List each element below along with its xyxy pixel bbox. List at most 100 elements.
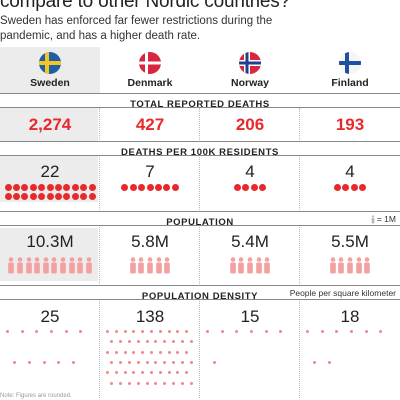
person-icon	[371, 215, 375, 224]
density-dot	[180, 361, 184, 364]
per100k-denmark: 7	[145, 162, 155, 181]
density-dot	[189, 361, 193, 364]
density-dot	[163, 361, 167, 364]
person-icon	[229, 257, 237, 274]
density-dot	[136, 381, 140, 385]
density-dot	[42, 361, 46, 364]
death-dot	[80, 184, 88, 191]
death-dot	[21, 184, 29, 191]
density-dot	[163, 340, 167, 344]
density-dot	[213, 361, 217, 364]
section-title: POPULATION DENSITY	[141, 291, 259, 302]
death-dot	[80, 193, 88, 200]
death-dot	[54, 184, 62, 191]
death-dot	[333, 184, 341, 191]
density-dot	[189, 381, 193, 385]
death-dot	[63, 193, 71, 200]
section-title: DEATHS PER 100K RESIDENTS	[121, 147, 279, 158]
density-dot	[335, 330, 339, 333]
density-dot	[132, 330, 136, 333]
density-norway: 15	[240, 307, 260, 326]
density-dot	[145, 340, 149, 344]
death-dot	[71, 184, 79, 191]
death-dot	[250, 184, 258, 191]
density-note: People per square kilometer	[289, 288, 396, 298]
death-dot	[46, 184, 54, 191]
density-dot	[110, 361, 114, 364]
density-dot	[379, 330, 383, 333]
density-dot	[145, 361, 149, 364]
country-name-sweden: Sweden	[30, 77, 70, 89]
density-dot	[114, 371, 118, 375]
person-icon	[16, 257, 24, 274]
per100k-finland: 4	[345, 162, 355, 181]
density-dot	[136, 340, 140, 344]
column-separator	[199, 108, 200, 398]
density-dot	[50, 330, 53, 333]
population-legend: = 1M	[371, 213, 396, 225]
deaths-sweden: 2,274	[28, 115, 72, 134]
density-dot	[128, 361, 131, 364]
death-dot	[242, 184, 250, 191]
finland-flag-icon	[339, 52, 361, 74]
density-denmark: 138	[135, 307, 165, 326]
density-dot	[176, 330, 180, 333]
person-icon	[33, 257, 41, 274]
death-dot	[21, 193, 29, 200]
country-name-norway: Norway	[231, 77, 269, 89]
deaths-denmark: 427	[135, 115, 165, 134]
density-dot	[350, 330, 353, 333]
density-dot	[119, 381, 123, 385]
density-dot	[154, 340, 158, 344]
density-dot	[79, 330, 83, 333]
death-dot	[4, 193, 12, 200]
person-icon	[137, 257, 145, 274]
person-icon	[85, 257, 93, 274]
density-dot	[28, 361, 31, 364]
death-dot	[63, 184, 71, 191]
section-title: TOTAL REPORTED DEATHS	[130, 99, 270, 110]
density-dot	[154, 361, 158, 364]
headline: compare to other Nordic countries?	[0, 0, 290, 12]
person-icon	[7, 257, 15, 274]
population-finland: 5.5M	[331, 232, 369, 251]
density-dot	[136, 361, 140, 364]
density-dot	[119, 340, 123, 344]
density-dot	[163, 381, 167, 385]
person-icon	[363, 257, 371, 274]
density-dot	[132, 371, 136, 375]
section-deaths-per-100k: DEATHS PER 100K RESIDENTS	[0, 141, 400, 158]
density-dot	[132, 350, 136, 354]
density-dot	[158, 330, 162, 333]
density-dot	[119, 361, 123, 364]
death-dot	[163, 184, 171, 191]
density-dot	[180, 381, 184, 385]
person-icon	[76, 257, 84, 274]
density-dot	[106, 350, 109, 354]
density-dot	[176, 350, 180, 354]
population-sweden: 10.3M	[26, 232, 74, 251]
death-dot	[138, 184, 146, 191]
person-icon	[146, 257, 154, 274]
density-dot	[185, 371, 189, 375]
density-dot	[264, 330, 268, 333]
density-dot	[150, 350, 153, 354]
population-legend-label: = 1M	[376, 214, 396, 224]
death-dot	[88, 193, 96, 200]
death-dot	[121, 184, 129, 191]
density-dot	[364, 330, 368, 333]
per100k-norway: 4	[245, 162, 255, 181]
deaths-norway: 206	[235, 115, 265, 134]
density-dot	[57, 361, 61, 364]
density-dot	[110, 340, 114, 344]
country-norway: Norway	[200, 47, 300, 93]
density-dot	[128, 340, 131, 344]
density-dot	[123, 371, 127, 375]
density-dot	[220, 330, 224, 333]
country-name-denmark: Denmark	[127, 77, 173, 89]
density-dot	[128, 381, 131, 385]
density-dot	[279, 330, 283, 333]
density-dot	[150, 371, 153, 375]
density-dot	[306, 330, 309, 333]
density-dot	[172, 340, 175, 344]
